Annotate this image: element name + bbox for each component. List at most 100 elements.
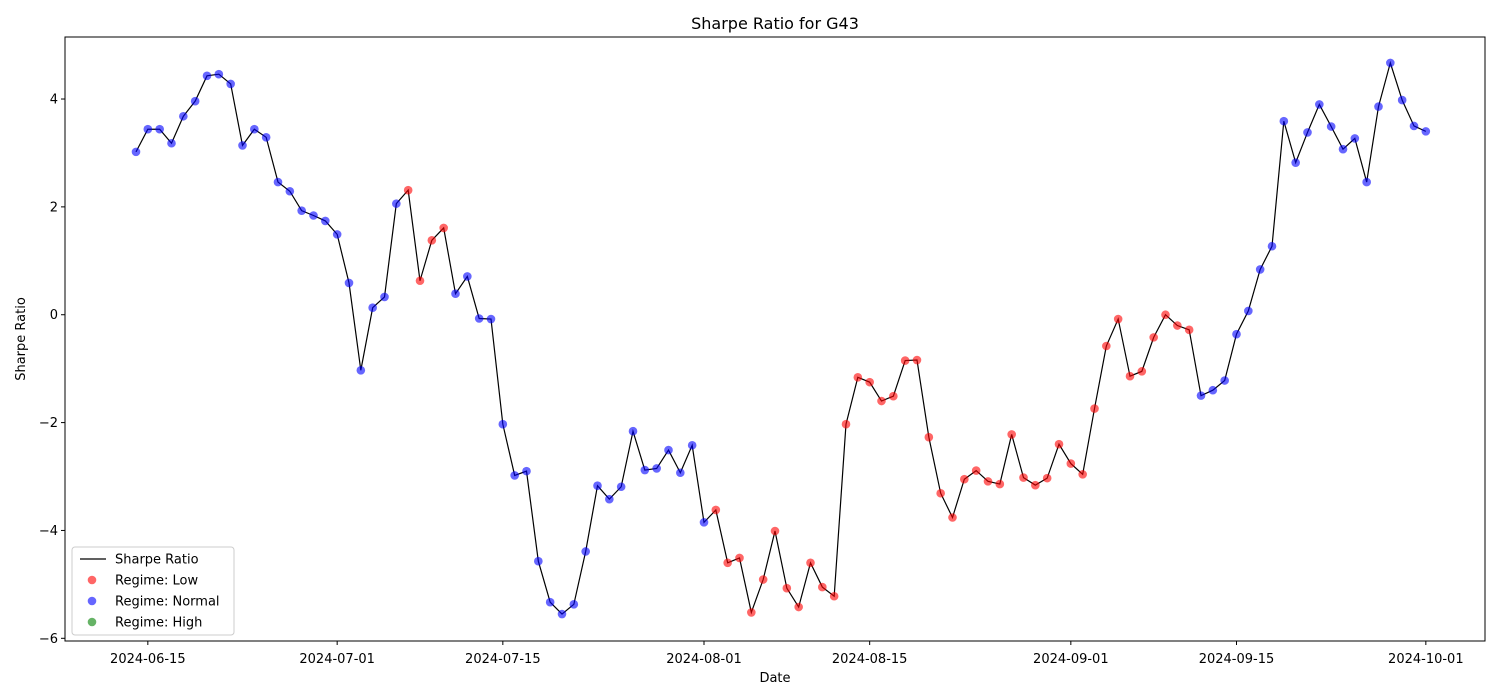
data-point-low [439, 223, 448, 233]
data-point-normal [593, 481, 602, 490]
data-point-normal [1350, 134, 1360, 143]
data-point-normal [380, 292, 389, 302]
data-point-normal [687, 440, 697, 450]
y-tick-label: 0 [50, 308, 58, 323]
x-tick-label: 2024-06-15 [110, 652, 186, 667]
data-point-normal [250, 124, 259, 134]
data-point-normal [699, 518, 709, 527]
data-point-low [829, 591, 839, 601]
legend-dot-swatch [87, 575, 97, 585]
data-point-normal [474, 314, 484, 323]
data-point-low [936, 488, 945, 498]
data-point-normal [1374, 102, 1383, 111]
data-point-low [711, 505, 721, 515]
data-point-normal [664, 445, 673, 455]
data-point-normal [498, 419, 508, 429]
data-point-low [960, 474, 969, 484]
data-point-low [735, 553, 744, 563]
data-point-normal [392, 199, 401, 208]
data-point-normal [179, 111, 188, 121]
data-point-low [1173, 321, 1182, 330]
data-point-normal [1244, 306, 1253, 316]
plot-frame [64, 36, 1486, 642]
data-point-low [912, 355, 922, 365]
data-point-normal [522, 466, 531, 476]
data-point-normal [534, 556, 543, 566]
x-tick-label: 2024-09-01 [1033, 652, 1109, 667]
x-axis-label: Date [759, 671, 790, 686]
sharpe-ratio-line [135, 60, 1427, 615]
data-point-normal [261, 133, 271, 142]
x-tick-label: 2024-07-15 [465, 652, 541, 667]
data-point-normal [486, 314, 496, 324]
data-point-low [1066, 459, 1076, 468]
data-point-normal [368, 303, 377, 313]
data-point-normal [1386, 58, 1395, 68]
data-point-normal [309, 211, 318, 220]
data-point-low [877, 396, 886, 406]
chart-title: Sharpe Ratio for G43 [691, 14, 859, 33]
data-point-normal [1220, 376, 1229, 385]
data-point-low [1090, 404, 1099, 413]
data-point-normal [1338, 144, 1348, 154]
data-point-normal [652, 464, 661, 473]
data-point-low [1054, 439, 1064, 449]
data-point-normal [605, 494, 614, 504]
legend-dot-swatch [87, 596, 97, 606]
data-point-normal [297, 206, 306, 215]
data-point-low [971, 466, 981, 475]
data-point-normal [451, 289, 460, 299]
data-point-low [865, 377, 874, 387]
data-point-normal [332, 230, 342, 239]
data-point-normal [273, 177, 283, 187]
y-tick-label: 2 [50, 200, 58, 215]
data-point-low [995, 479, 1005, 489]
data-point-low [1149, 333, 1158, 342]
y-axis-label: Sharpe Ratio [14, 297, 29, 381]
data-point-normal [226, 79, 235, 89]
data-point-low [794, 602, 803, 612]
data-point-normal [1196, 391, 1206, 400]
data-point-normal [1362, 177, 1371, 187]
data-point-normal [143, 124, 153, 134]
data-point-low [1125, 371, 1135, 381]
data-point-low [948, 513, 957, 522]
data-point-normal [628, 426, 638, 436]
data-point-low [806, 558, 815, 568]
data-point-normal [202, 71, 212, 81]
data-point-low [723, 558, 732, 568]
data-point-low [889, 391, 898, 401]
data-point-normal [1397, 95, 1407, 105]
data-point-normal [1326, 122, 1336, 131]
legend: Sharpe Ratio Regime: Low Regime: Normal Reg… [71, 546, 235, 636]
data-point-normal [1267, 241, 1277, 251]
data-point-normal [1232, 329, 1241, 339]
data-point-normal [1315, 100, 1324, 109]
x-tick-label: 2024-10-01 [1388, 652, 1464, 667]
data-point-normal [321, 216, 330, 226]
plot-area [131, 58, 1431, 619]
data-point-normal [557, 609, 567, 619]
data-point-normal [510, 471, 519, 480]
data-point-low [403, 185, 413, 195]
data-point-normal [356, 365, 366, 375]
data-point-low [747, 608, 756, 617]
data-point-low [1078, 470, 1087, 479]
data-point-normal [167, 138, 176, 148]
y-tick-label: 4 [50, 93, 58, 108]
data-point-low [1113, 314, 1123, 324]
data-point-low [900, 356, 910, 365]
data-point-low [1031, 480, 1040, 490]
data-point-low [853, 372, 863, 382]
data-point-normal [155, 124, 164, 134]
data-point-low [841, 419, 851, 429]
data-point-low [1007, 430, 1016, 439]
y-tick-label: −6 [39, 632, 58, 647]
data-point-low [1042, 473, 1052, 483]
data-point-normal [238, 141, 247, 150]
data-point-low [782, 583, 792, 593]
data-point-low [924, 432, 934, 442]
data-point-low [1019, 473, 1028, 482]
x-tick-label: 2024-08-15 [832, 652, 908, 667]
